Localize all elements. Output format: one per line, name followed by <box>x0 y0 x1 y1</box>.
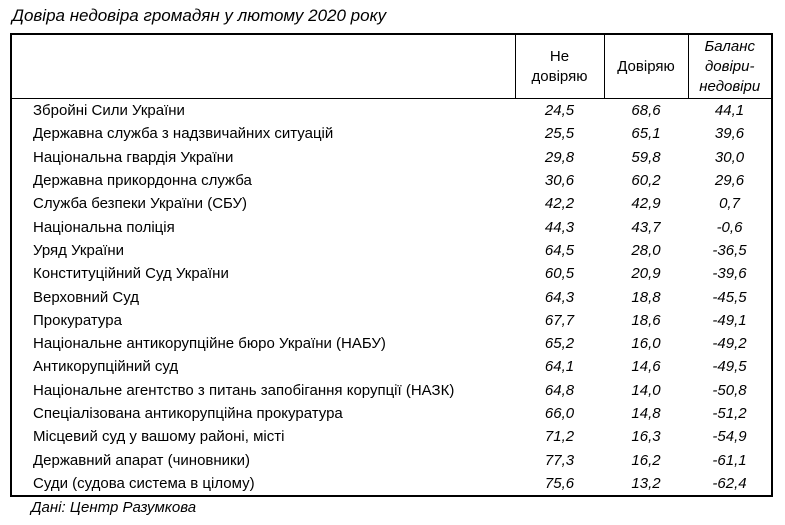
trust-cell: 20,9 <box>631 265 661 283</box>
institution-cell: Служба безпеки України (СБУ) <box>33 195 248 213</box>
institution-cell: Верховний Суд <box>33 288 139 306</box>
institution-cell: Спеціалізована антикорупційна прокуратур… <box>33 405 343 422</box>
balance-header-line2: довіри- <box>705 57 755 75</box>
trust-cell: 16,2 <box>631 451 661 469</box>
institution-cell: Суди (судова система в цілому) <box>33 474 255 492</box>
no-trust-cell: 71,2 <box>544 428 575 446</box>
balance-cell: -50,8 <box>712 381 747 399</box>
institution-cell: Національне агентство з питань запобіган… <box>33 381 455 399</box>
header-row: Не довіряю Довіряю Баланс довіри- недові… <box>10 33 773 99</box>
institution-cell: Місцевий суд у вашому районі, місті <box>33 428 285 446</box>
source-note: Дані: Центр Разумкова <box>31 499 197 516</box>
institution-cell: Національне антикорупційне бюро України … <box>33 335 386 353</box>
page-title: Довіра недовіра громадян у лютому 2020 р… <box>12 6 387 25</box>
institution-cell: Державна служба з надзвичайних ситуацій <box>33 125 334 143</box>
table-row: Спеціалізована антикорупційна прокуратур… <box>11 402 772 425</box>
table-row: Державний апарат (чиновники) 77,3 16,2 -… <box>11 448 772 471</box>
institution-cell: Прокуратура <box>33 311 122 329</box>
balance-cell: -0,6 <box>716 218 743 236</box>
table-row: Збройні Сили України 24,5 68,6 44,1 <box>11 99 772 123</box>
no-trust-cell: 60,5 <box>544 265 575 283</box>
balance-cell: -49,5 <box>712 358 747 376</box>
institution-cell: Державна прикордонна служба <box>33 172 252 190</box>
table-row: Антикорупційний суд 64,1 14,6 -49,5 <box>11 355 772 378</box>
balance-cell: 0,7 <box>719 195 740 213</box>
no-trust-cell: 64,1 <box>544 358 575 376</box>
trust-cell: 60,2 <box>631 172 661 190</box>
no-trust-cell: 64,3 <box>544 288 575 306</box>
no-trust-cell: 42,2 <box>544 195 575 213</box>
trust-cell: 18,6 <box>631 311 661 329</box>
balance-cell: -49,1 <box>712 311 747 329</box>
table-row: Верховний Суд 64,3 18,8 -45,5 <box>11 285 772 308</box>
trust-header-line1: Довіряю <box>617 57 675 75</box>
table-row: Національна гвардія України 29,8 59,8 30… <box>11 146 772 169</box>
no-trust-cell: 24,5 <box>544 102 575 120</box>
balance-cell: -39,6 <box>712 265 747 283</box>
trust-cell: 42,9 <box>631 195 661 213</box>
table-row: Конституційний Суд України 60,5 20,9 -39… <box>11 262 772 285</box>
balance-cell: -45,5 <box>712 288 747 306</box>
trust-table: Не довіряю Довіряю Баланс довіри- недові… <box>10 33 773 498</box>
table-row: Національне антикорупційне бюро України … <box>11 332 772 355</box>
no-trust-header-cell: Не довіряю <box>514 33 605 99</box>
trust-cell: 59,8 <box>631 148 661 166</box>
balance-cell: 30,0 <box>714 148 745 166</box>
table-row: Суди (судова система в цілому) 75,6 13,2… <box>11 472 772 496</box>
trust-cell: 14,0 <box>631 381 661 399</box>
institution-cell: Збройні Сили України <box>33 102 185 120</box>
table-row: Уряд України 64,5 28,0 -36,5 <box>11 239 772 262</box>
trust-cell: 16,0 <box>631 335 661 353</box>
trust-cell: 65,1 <box>631 125 661 143</box>
balance-cell: -51,2 <box>712 405 747 422</box>
table-row: Прокуратура 67,7 18,6 -49,1 <box>11 309 772 332</box>
balance-cell: -62,4 <box>712 474 747 492</box>
table-row: Національна поліція 44,3 43,7 -0,6 <box>11 215 772 238</box>
no-trust-header-line2: довіряю <box>531 67 588 85</box>
table-row: Державна прикордонна служба 30,6 60,2 29… <box>11 169 772 192</box>
balance-cell: -61,1 <box>712 451 747 469</box>
balance-header-line3: недовіри <box>699 77 761 95</box>
trust-cell: 43,7 <box>631 218 661 236</box>
trust-cell: 16,3 <box>631 428 661 446</box>
no-trust-cell: 25,5 <box>544 125 575 143</box>
no-trust-cell: 30,6 <box>544 172 575 190</box>
no-trust-cell: 44,3 <box>544 218 575 236</box>
no-trust-cell: 64,8 <box>544 381 575 399</box>
no-trust-cell: 67,7 <box>544 311 575 329</box>
balance-header-line1: Баланс <box>704 37 756 55</box>
no-trust-cell: 77,3 <box>544 451 575 469</box>
trust-cell: 68,6 <box>631 102 661 120</box>
table-row: Місцевий суд у вашому районі, місті 71,2… <box>11 425 772 448</box>
no-trust-header-line1: Не <box>549 47 570 65</box>
institution-cell: Національна поліція <box>33 218 175 236</box>
balance-cell: 39,6 <box>714 125 745 143</box>
balance-cell: 29,6 <box>714 172 745 190</box>
institution-cell: Антикорупційний суд <box>33 358 179 376</box>
institution-cell: Конституційний Суд України <box>33 265 229 283</box>
balance-cell: 44,1 <box>714 102 745 120</box>
table-row: Служба безпеки України (СБУ) 42,2 42,9 0… <box>11 192 772 215</box>
trust-cell: 13,2 <box>631 474 661 492</box>
institution-cell: Національна гвардія України <box>33 148 234 166</box>
balance-cell: -54,9 <box>712 428 747 446</box>
trust-cell: 28,0 <box>631 241 661 259</box>
institution-cell: Державний апарат (чиновники) <box>33 451 250 469</box>
trust-cell: 14,6 <box>631 358 661 376</box>
table-row: Національне агентство з питань запобіган… <box>11 379 772 402</box>
no-trust-cell: 64,5 <box>544 241 575 259</box>
institution-header-cell <box>10 33 516 99</box>
trust-cell: 14,8 <box>631 405 661 422</box>
no-trust-cell: 29,8 <box>544 148 575 166</box>
balance-header-cell: Баланс довіри- недовіри <box>687 33 773 99</box>
balance-cell: -49,2 <box>712 335 747 353</box>
no-trust-cell: 65,2 <box>544 335 575 353</box>
table-row: Державна служба з надзвичайних ситуацій … <box>11 122 772 145</box>
trust-cell: 18,8 <box>631 288 661 306</box>
trust-header-cell: Довіряю <box>603 33 689 99</box>
no-trust-cell: 66,0 <box>544 405 575 422</box>
no-trust-cell: 75,6 <box>544 474 575 492</box>
balance-cell: -36,5 <box>712 241 747 259</box>
institution-cell: Уряд України <box>33 241 125 259</box>
